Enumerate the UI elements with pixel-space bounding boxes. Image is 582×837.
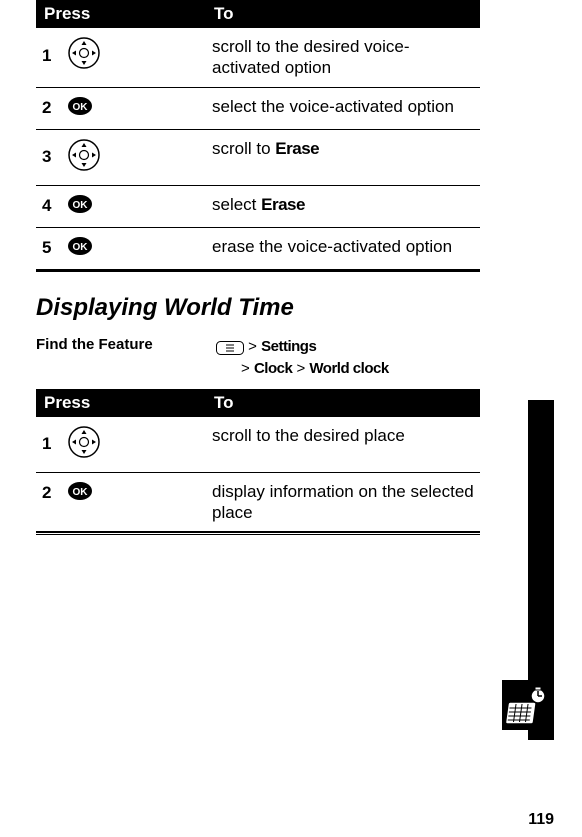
header-to: To [206, 389, 480, 417]
header-press: Press [36, 389, 206, 417]
action-bold: Erase [261, 195, 305, 214]
action-text: scroll to the desired voice-activated op… [212, 37, 409, 77]
action-cell: erase the voice-activated option [206, 227, 480, 270]
action-cell: scroll to the desired voice-activated op… [206, 28, 480, 87]
action-text: select [212, 195, 261, 214]
section-heading: Displaying World Time [36, 294, 480, 322]
side-label: Personal Organizer Features [530, 408, 550, 653]
svg-text:OK: OK [72, 242, 88, 253]
action-text: display information on the selected plac… [212, 482, 474, 522]
gt: > [248, 338, 261, 355]
action-text: select the voice-activated option [212, 97, 454, 116]
table-row: 2 OK display information on the selected… [36, 472, 480, 532]
step-number: 2 [42, 98, 62, 118]
action-cell: select the voice-activated option [206, 87, 480, 129]
table-header-row: Press To [36, 0, 480, 28]
nav-key-icon [67, 138, 101, 177]
gt: > [241, 360, 254, 377]
action-text: scroll to [212, 139, 275, 158]
ok-key-icon: OK [67, 194, 93, 219]
find-the-feature: Find the Feature > Settings > Clock > Wo… [36, 336, 480, 379]
step-number: 2 [42, 483, 62, 503]
step-number: 1 [42, 46, 62, 66]
press-cell: 2 OK [36, 87, 206, 129]
find-label: Find the Feature [36, 336, 216, 379]
ok-key-icon: OK [67, 96, 93, 121]
press-cell: 4 OK [36, 185, 206, 227]
ok-key-icon: OK [67, 481, 93, 506]
table-row: 1 scroll to the desired voice-activated … [36, 28, 480, 87]
steps-table-1: Press To 1 scroll to the desired voice-a… [36, 0, 480, 272]
steps-table-2: Press To 1 scroll to the desired place2 … [36, 389, 480, 535]
path-world-clock: World clock [309, 360, 388, 377]
menu-key-icon [216, 337, 244, 358]
press-cell: 1 [36, 417, 206, 473]
header-to: To [206, 0, 480, 28]
press-cell: 3 [36, 129, 206, 185]
action-text: scroll to the desired place [212, 426, 405, 445]
nav-key-icon [67, 36, 101, 75]
press-cell: 2 OK [36, 472, 206, 532]
organizer-icon [502, 680, 552, 730]
table-row: 5 OK erase the voice-activated option [36, 227, 480, 270]
table-row: 4 OK select Erase [36, 185, 480, 227]
press-cell: 1 [36, 28, 206, 87]
step-number: 3 [42, 147, 62, 167]
action-cell: scroll to the desired place [206, 417, 480, 473]
table-row: 3 scroll to Erase [36, 129, 480, 185]
step-number: 4 [42, 196, 62, 216]
action-cell: select Erase [206, 185, 480, 227]
step-number: 5 [42, 238, 62, 258]
step-number: 1 [42, 434, 62, 454]
svg-text:OK: OK [72, 102, 88, 113]
nav-key-icon [67, 425, 101, 464]
table-header-row: Press To [36, 389, 480, 417]
action-cell: scroll to Erase [206, 129, 480, 185]
action-text: erase the voice-activated option [212, 237, 452, 256]
svg-text:OK: OK [72, 487, 88, 498]
ok-key-icon: OK [67, 236, 93, 261]
action-cell: display information on the selected plac… [206, 472, 480, 532]
table-row: 1 scroll to the desired place [36, 417, 480, 473]
gt: > [292, 360, 309, 377]
svg-text:OK: OK [72, 200, 88, 211]
page-number: 119 [528, 811, 554, 829]
path-settings: Settings [261, 338, 316, 355]
header-press: Press [36, 0, 206, 28]
table-row: 2 OK select the voice-activated option [36, 87, 480, 129]
path-clock: Clock [254, 360, 292, 377]
action-bold: Erase [275, 139, 319, 158]
press-cell: 5 OK [36, 227, 206, 270]
find-path: > Settings > Clock > World clock [216, 336, 389, 379]
